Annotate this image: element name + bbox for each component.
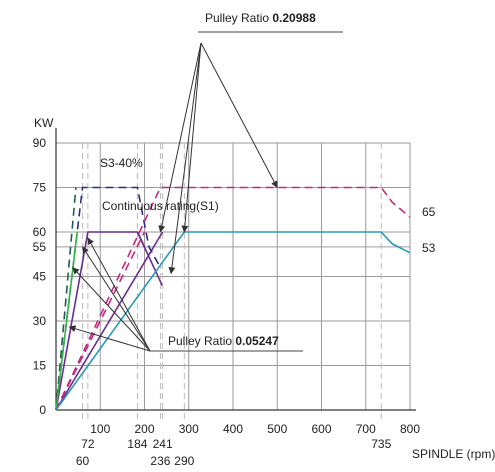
x-tick-500: 500: [267, 422, 287, 436]
pulley-high-arrow-0: [168, 42, 202, 275]
x-tick-700: 700: [356, 422, 376, 436]
y-tick-15: 15: [33, 359, 47, 373]
x-tick-200: 200: [134, 422, 154, 436]
x-tick-100: 100: [90, 422, 110, 436]
x-tick-400: 400: [223, 422, 243, 436]
x-tick-300: 300: [179, 422, 199, 436]
series-line-7: [55, 231, 146, 411]
continuous-rating-label: Continuous rating(S1): [102, 199, 219, 213]
axes: [55, 128, 416, 411]
y-tick-90: 90: [33, 136, 47, 150]
x-tick-extra-290: 290: [174, 454, 194, 468]
s3-rating-label: S3-40%: [100, 156, 143, 170]
pulley-low-arrow-0: [68, 325, 151, 352]
y-tick-60: 60: [33, 225, 47, 239]
series-line-4: [55, 231, 78, 411]
series-group: [55, 186, 411, 411]
pulley-ratio-high-prefix: Pulley Ratio: [205, 11, 272, 25]
series-line-2: [136, 231, 163, 286]
y-tick-75: 75: [33, 181, 47, 195]
y-tick-55: 55: [33, 240, 47, 254]
x-tick-800: 800: [400, 422, 420, 436]
end-label-65: 65: [422, 205, 436, 219]
y-tick-45: 45: [33, 270, 47, 284]
pulley-low-arrow-3: [87, 237, 151, 352]
x-axis-label: SPINDLE (rpm): [412, 447, 495, 461]
pulley-ratio-low-label: Pulley Ratio 0.05247: [168, 334, 279, 348]
series-line-3: [55, 187, 77, 411]
pulley-high-arrow-1: [158, 42, 202, 233]
y-tick-30: 30: [33, 314, 47, 328]
annotation-arrows: [68, 42, 278, 352]
series-line-6: [55, 231, 164, 411]
x-tick-extra-236: 236: [150, 454, 170, 468]
pulley-low-arrow-2: [82, 246, 151, 352]
rpm-guide-lines: [82, 143, 382, 422]
pulley-high-arrow-2: [181, 42, 202, 233]
pulley-high-arrow-3: [200, 42, 278, 189]
y-tick-0: 0: [39, 403, 46, 417]
series-line-8: [55, 231, 411, 411]
x-tick-600: 600: [311, 422, 331, 436]
x-tick-extra-184: 184: [127, 437, 147, 451]
x-tick-extra-60: 60: [76, 454, 90, 468]
y-axis-label: KW: [34, 116, 54, 130]
pulley-ratio-high-label: Pulley Ratio 0.20988: [205, 11, 316, 25]
x-tick-extra-241: 241: [153, 437, 173, 451]
x-tick-extra-72: 72: [81, 437, 95, 451]
x-tick-extra-735: 735: [371, 437, 391, 451]
series-line-5: [55, 186, 411, 411]
pulley-ratio-low-value: 0.05247: [235, 334, 279, 348]
end-label-53: 53: [422, 241, 436, 255]
pulley-ratio-high-value: 0.20988: [272, 11, 316, 25]
pulley-low-arrow-1: [72, 267, 151, 352]
pulley-ratio-low-prefix: Pulley Ratio: [168, 334, 235, 348]
